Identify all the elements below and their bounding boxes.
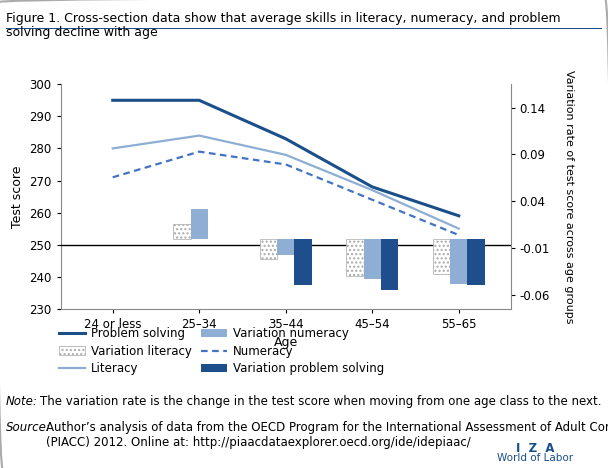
Bar — [260, 239, 277, 259]
Bar — [190, 209, 208, 239]
Text: solving decline with age: solving decline with age — [6, 26, 158, 39]
Bar — [173, 224, 190, 239]
Text: Note:: Note: — [6, 395, 38, 409]
Bar — [294, 239, 312, 285]
Text: The variation rate is the change in the test score when moving from one age clas: The variation rate is the change in the … — [40, 395, 601, 409]
Bar — [277, 239, 294, 255]
Legend: Problem solving, Variation literacy, Literacy, Variation numeracy, Numeracy, Var: Problem solving, Variation literacy, Lit… — [55, 322, 389, 380]
Bar — [450, 239, 468, 284]
Bar — [381, 239, 398, 290]
Bar — [364, 239, 381, 279]
Text: Figure 1. Cross-section data show that average skills in literacy, numeracy, and: Figure 1. Cross-section data show that a… — [6, 12, 561, 25]
Bar — [347, 239, 364, 276]
Bar — [433, 239, 450, 274]
Text: I  Z  A: I Z A — [516, 442, 554, 455]
Text: Source:: Source: — [6, 421, 51, 434]
X-axis label: Age: Age — [274, 336, 298, 350]
Y-axis label: Test score: Test score — [11, 165, 24, 228]
Y-axis label: Variation rate of test score across age groups: Variation rate of test score across age … — [564, 70, 574, 323]
Text: World of Labor: World of Labor — [497, 453, 573, 463]
Text: Author’s analysis of data from the OECD Program for the International Assessment: Author’s analysis of data from the OECD … — [46, 421, 608, 449]
Bar — [468, 239, 485, 285]
